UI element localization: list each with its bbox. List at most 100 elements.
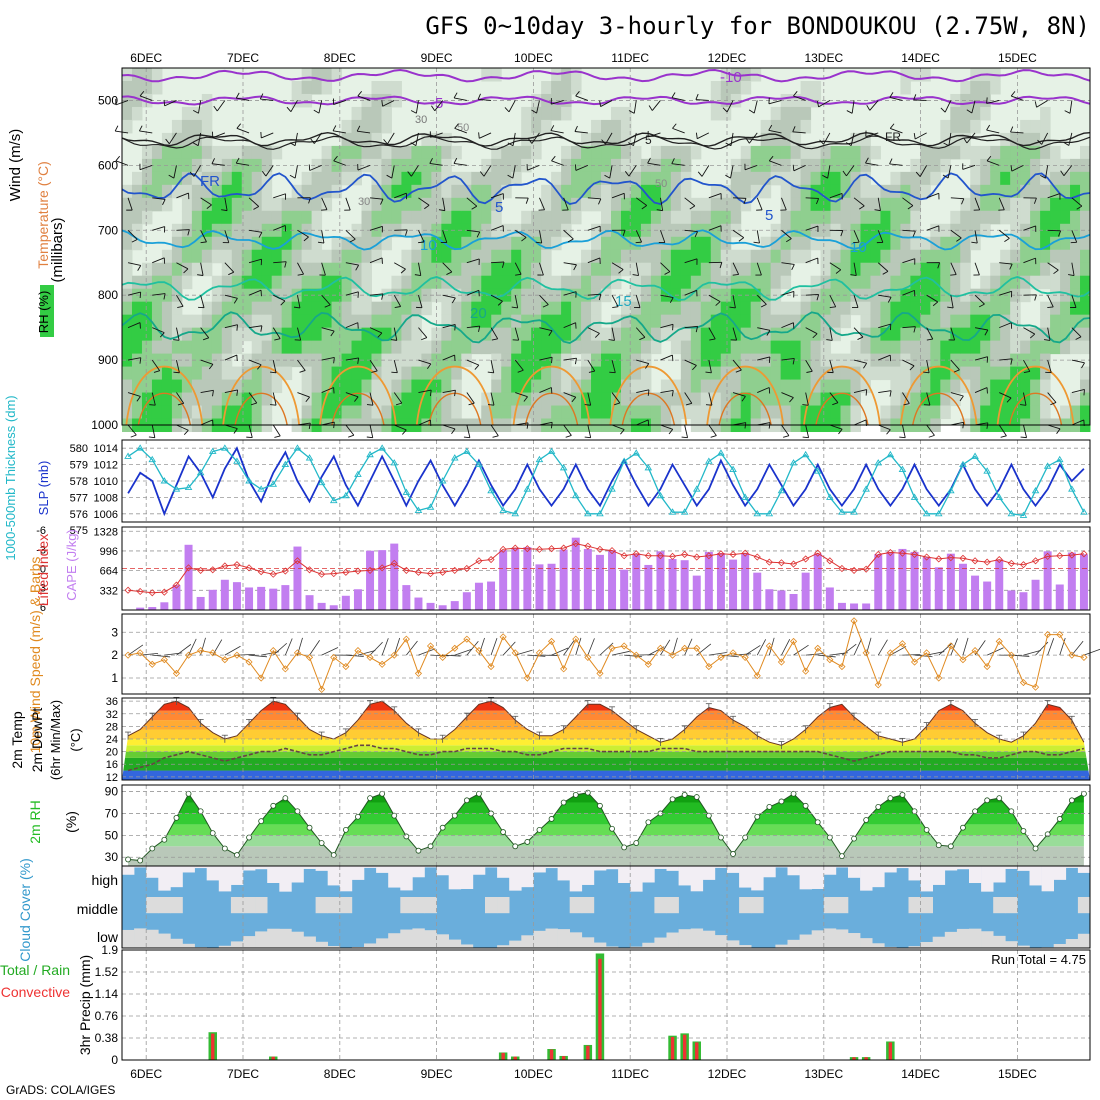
rh-cell — [880, 210, 891, 225]
cloud-high-cell — [835, 866, 849, 868]
rh-cell — [730, 340, 742, 355]
rh-cell — [730, 249, 742, 264]
rh-cell — [351, 132, 363, 147]
rh-cell — [1070, 405, 1081, 420]
rh-cell — [161, 301, 173, 316]
li-tick: 3 — [40, 583, 46, 595]
rh-point — [282, 795, 289, 802]
rh-point — [705, 812, 712, 819]
rh-cell — [780, 340, 792, 355]
rh-cell — [231, 145, 243, 160]
rh-cell — [441, 405, 452, 420]
rh-cell — [870, 301, 881, 316]
rh-cell — [710, 314, 722, 329]
wind-barb — [902, 359, 915, 367]
rh-cell — [181, 171, 193, 186]
rh-point — [597, 802, 603, 809]
rh-cell — [521, 275, 532, 290]
rh-cell — [241, 301, 253, 316]
rh-cell — [1070, 262, 1081, 277]
cloud-low-cell — [158, 933, 171, 948]
rh-cell — [131, 68, 143, 82]
wind-barb — [127, 291, 141, 296]
rh-cell — [561, 106, 572, 121]
rh-cell — [451, 275, 462, 290]
thickness-point — [947, 486, 955, 494]
wind-speed-point — [197, 647, 205, 655]
wind-barb-flag — [850, 274, 857, 276]
wind-barb-flag — [138, 125, 143, 132]
rh-line — [128, 792, 1085, 862]
temp-band — [122, 770, 1090, 780]
cloud-mid-cell — [835, 897, 849, 914]
rh-cell — [690, 327, 702, 342]
wind-barb — [902, 424, 906, 438]
wind-barb-flag — [131, 239, 138, 243]
rh-cell — [1080, 223, 1091, 238]
cloud-low-cell — [1065, 939, 1079, 948]
wind-barb-flag — [197, 274, 204, 276]
cape-bar — [523, 547, 532, 610]
rh-cell — [601, 184, 612, 199]
rh-cell — [211, 340, 223, 355]
rh-cell — [740, 171, 752, 186]
wind-barb-flag — [463, 436, 470, 439]
wind-barb — [974, 197, 981, 211]
rh-cell — [191, 158, 203, 173]
rh-cell — [441, 301, 452, 316]
rh-cell — [820, 327, 832, 342]
rh-cell — [790, 106, 802, 121]
wind-barb — [514, 295, 519, 309]
wind-barb-flag — [454, 123, 459, 129]
rh-cell — [910, 262, 921, 277]
rh-cell — [1040, 236, 1051, 251]
cape-bar — [716, 553, 725, 610]
rh-cell — [640, 353, 652, 368]
wind-tick: 1 — [111, 671, 118, 685]
surface-wind-barb — [720, 654, 739, 658]
rh-cell — [221, 210, 233, 225]
rh-cell — [201, 249, 213, 264]
cloud-low-cell — [460, 944, 474, 948]
temp-axis-label-3: (6hr Min/Max) — [48, 700, 63, 780]
rh-cell — [680, 405, 692, 420]
wind-barb — [176, 327, 180, 341]
rh-cell — [251, 145, 263, 160]
rh-cell — [141, 184, 153, 199]
rh-cell — [1040, 392, 1051, 407]
rh-cell — [291, 236, 303, 251]
rh-cell — [630, 210, 642, 225]
rh-cell — [591, 275, 602, 290]
top-date-label: 12DEC — [708, 51, 747, 65]
thickness-point — [547, 447, 556, 454]
precip-tick: 0 — [111, 1053, 118, 1067]
rh-cell — [271, 340, 283, 355]
rh-cell — [481, 275, 492, 290]
rh-cell — [680, 197, 692, 212]
rh-point — [826, 834, 833, 841]
thickness-point — [414, 506, 423, 513]
rh-cell — [351, 106, 363, 121]
rh-cell — [581, 301, 592, 316]
wind-barb — [1041, 132, 1049, 145]
wind-barb — [805, 294, 819, 296]
wind-barb — [418, 419, 431, 426]
rh-cell — [800, 314, 812, 329]
rh-cell — [800, 171, 812, 186]
rh2m-unit-label: (%) — [63, 811, 79, 833]
temperature-contour — [121, 229, 1091, 251]
surface-wind-barb — [1023, 649, 1041, 656]
rh-cell — [890, 340, 901, 355]
rh-cell — [940, 340, 951, 355]
rh-point — [294, 808, 301, 815]
rh-cell — [181, 366, 193, 381]
rh-cell — [840, 392, 851, 407]
bottom-date-label: 14DEC — [901, 1067, 940, 1081]
wind-barb-flag — [474, 364, 480, 370]
rh-cell — [431, 184, 442, 199]
rh-cell — [780, 119, 792, 134]
rh-cell — [211, 353, 223, 368]
rh-cell — [531, 249, 542, 264]
rh-cell — [640, 366, 652, 381]
pressure-tick: 500 — [98, 93, 118, 107]
